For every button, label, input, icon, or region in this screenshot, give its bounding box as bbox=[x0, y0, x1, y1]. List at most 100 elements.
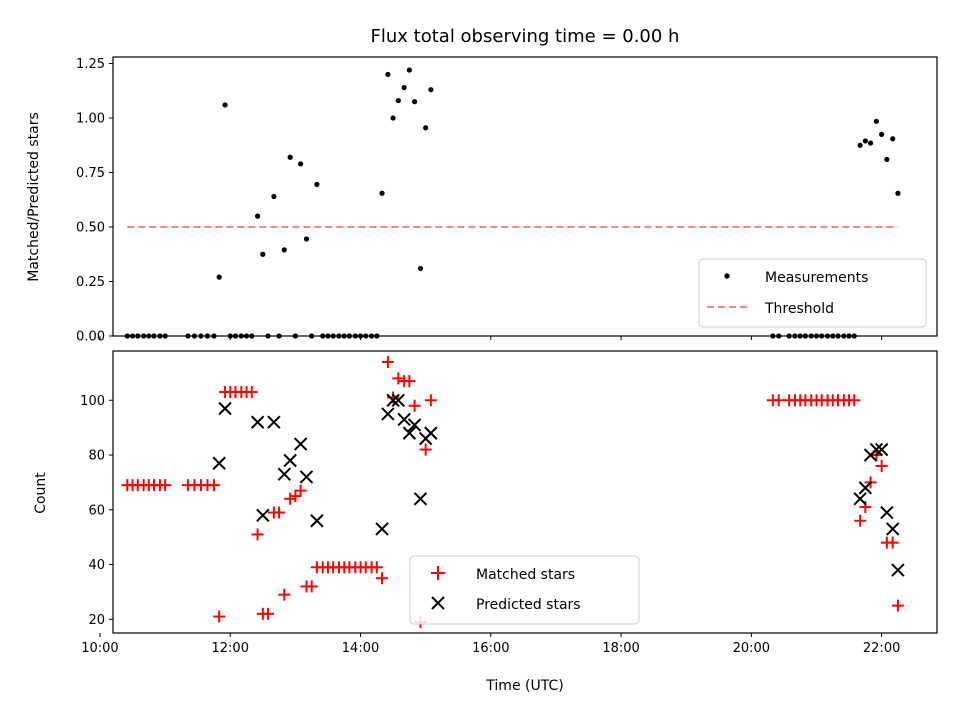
bottom-legend-box bbox=[409, 555, 640, 625]
top-y-tick-label: 0.00 bbox=[76, 330, 105, 345]
matched-stars-point bbox=[262, 607, 275, 620]
measurements-point bbox=[297, 161, 304, 167]
predicted-stars-point bbox=[397, 412, 411, 427]
measurements-point bbox=[390, 115, 396, 121]
top-y-tick-label: 1.00 bbox=[76, 112, 105, 127]
predicted-stars-point bbox=[283, 453, 297, 468]
top-y-axis: 0.00 0.25 0.50 0.75 1.00 1.25 bbox=[76, 57, 113, 345]
matched-stars-point bbox=[376, 572, 389, 585]
bottom-axes-frame bbox=[112, 350, 938, 634]
star-count-panel: Count Time (UTC) 20 40 60 80 100 10:00 12:00 1… bbox=[33, 350, 938, 694]
predicted-stars-point bbox=[880, 505, 894, 520]
measurements-point bbox=[884, 156, 890, 163]
matched-stars-point bbox=[289, 490, 302, 503]
measurements-point bbox=[303, 236, 310, 242]
measurements-point bbox=[857, 142, 863, 148]
top-y-tick-label: 0.50 bbox=[76, 221, 105, 236]
measurements-point bbox=[222, 102, 228, 108]
predicted-stars-point bbox=[250, 415, 265, 429]
predicted-stars-point bbox=[218, 401, 232, 416]
measurements-point bbox=[428, 87, 434, 93]
predicted-stars-point bbox=[299, 470, 314, 484]
matched-stars-point bbox=[370, 561, 383, 574]
bottom-legend-label-matched: Matched stars bbox=[476, 567, 575, 583]
bottom-y-tick-label: 40 bbox=[88, 558, 105, 573]
bottom-y-tick-label: 80 bbox=[88, 449, 105, 464]
predicted-stars-point bbox=[407, 418, 422, 432]
measurements-point bbox=[287, 154, 293, 160]
matched-stars-point bbox=[294, 484, 307, 497]
matched-stars-point bbox=[305, 580, 318, 593]
bottom-x-axis-label: Time (UTC) bbox=[485, 678, 563, 694]
matched-stars-point bbox=[284, 492, 297, 505]
matched-stars-point bbox=[424, 394, 437, 407]
top-legend-label-measurements: Measurements bbox=[765, 270, 868, 286]
measurements-point bbox=[395, 97, 401, 104]
bottom-legend: Matched stars Predicted stars bbox=[409, 555, 640, 625]
matched-stars-point bbox=[886, 536, 899, 549]
bottom-x-tick-label: 10:00 bbox=[81, 641, 118, 656]
bottom-y-tick-label: 100 bbox=[80, 394, 105, 409]
bottom-y-tick-label: 20 bbox=[88, 613, 105, 628]
matched-stars-point bbox=[251, 528, 264, 541]
measurements-point bbox=[873, 118, 880, 124]
measurements-point bbox=[401, 84, 407, 91]
measurements-point bbox=[862, 138, 868, 144]
predicted-stars-point bbox=[375, 522, 389, 536]
measurements-point bbox=[281, 247, 287, 253]
predicted-stars-point bbox=[869, 442, 884, 457]
predicted-stars-point bbox=[277, 467, 292, 481]
top-legend-label-threshold: Threshold bbox=[764, 301, 834, 317]
matched-stars-point bbox=[245, 386, 258, 399]
measurements-point bbox=[411, 99, 418, 105]
bottom-x-tick-label: 12:00 bbox=[212, 641, 249, 656]
predicted-stars-point bbox=[381, 407, 395, 421]
bottom-y-axis: 20 40 60 80 100 bbox=[80, 394, 113, 628]
predicted-stars-point bbox=[386, 393, 400, 407]
matched-stars-point bbox=[273, 506, 286, 519]
measurements-point bbox=[423, 125, 429, 131]
bottom-x-tick-label: 18:00 bbox=[602, 641, 639, 656]
measurements-point bbox=[890, 136, 896, 142]
bottom-x-tick-label: 22:00 bbox=[863, 641, 900, 656]
measurements-point bbox=[895, 190, 901, 196]
matched-stars-point bbox=[278, 588, 291, 601]
bottom-legend-marker-matched bbox=[431, 566, 445, 580]
top-x-axis bbox=[99, 336, 883, 340]
top-y-axis-label: Matched/Predicted stars bbox=[26, 112, 42, 282]
bottom-legend-marker-predicted bbox=[431, 596, 445, 610]
measurements-point bbox=[271, 193, 277, 200]
predicted-stars-point bbox=[858, 481, 873, 495]
bottom-plot-area bbox=[121, 355, 905, 629]
top-y-tick-label: 0.75 bbox=[76, 166, 105, 181]
bottom-x-tick-label: 20:00 bbox=[733, 641, 770, 656]
top-legend-marker-measurements bbox=[724, 273, 730, 279]
matched-stars-point bbox=[381, 355, 394, 368]
top-axes-frame bbox=[112, 56, 938, 337]
top-y-tick-label: 0.25 bbox=[76, 275, 105, 290]
matched-stars-point bbox=[854, 514, 867, 527]
predicted-stars-point bbox=[212, 456, 226, 470]
matched-stars-point bbox=[419, 443, 432, 456]
matched-stars-point bbox=[159, 479, 172, 492]
predicted-stars-point bbox=[413, 492, 428, 506]
bottom-y-axis-label: Count bbox=[33, 472, 49, 514]
bottom-legend-label-predicted: Predicted stars bbox=[476, 597, 581, 613]
chart-title: Flux total observing time = 0.00 h bbox=[371, 26, 680, 47]
bottom-x-axis: 10:00 12:00 14:00 16:00 18:00 20:00 22:00 bbox=[81, 633, 900, 656]
matched-stars-point bbox=[408, 399, 421, 412]
matched-stars-point bbox=[891, 599, 904, 612]
bottom-y-tick-label: 60 bbox=[88, 503, 105, 518]
predicted-stars-point bbox=[885, 522, 900, 536]
matched-stars-point bbox=[392, 372, 405, 385]
matched-stars-point bbox=[403, 375, 416, 388]
matched-stars-point bbox=[772, 394, 785, 407]
top-legend: Measurements Threshold bbox=[698, 258, 927, 328]
measurements-point bbox=[255, 213, 261, 219]
measurements-point bbox=[406, 67, 412, 73]
measurements-point bbox=[260, 251, 266, 257]
predicted-stars-point bbox=[293, 437, 308, 451]
matched-stars-point bbox=[848, 394, 861, 407]
top-y-tick-label: 1.25 bbox=[76, 57, 105, 72]
